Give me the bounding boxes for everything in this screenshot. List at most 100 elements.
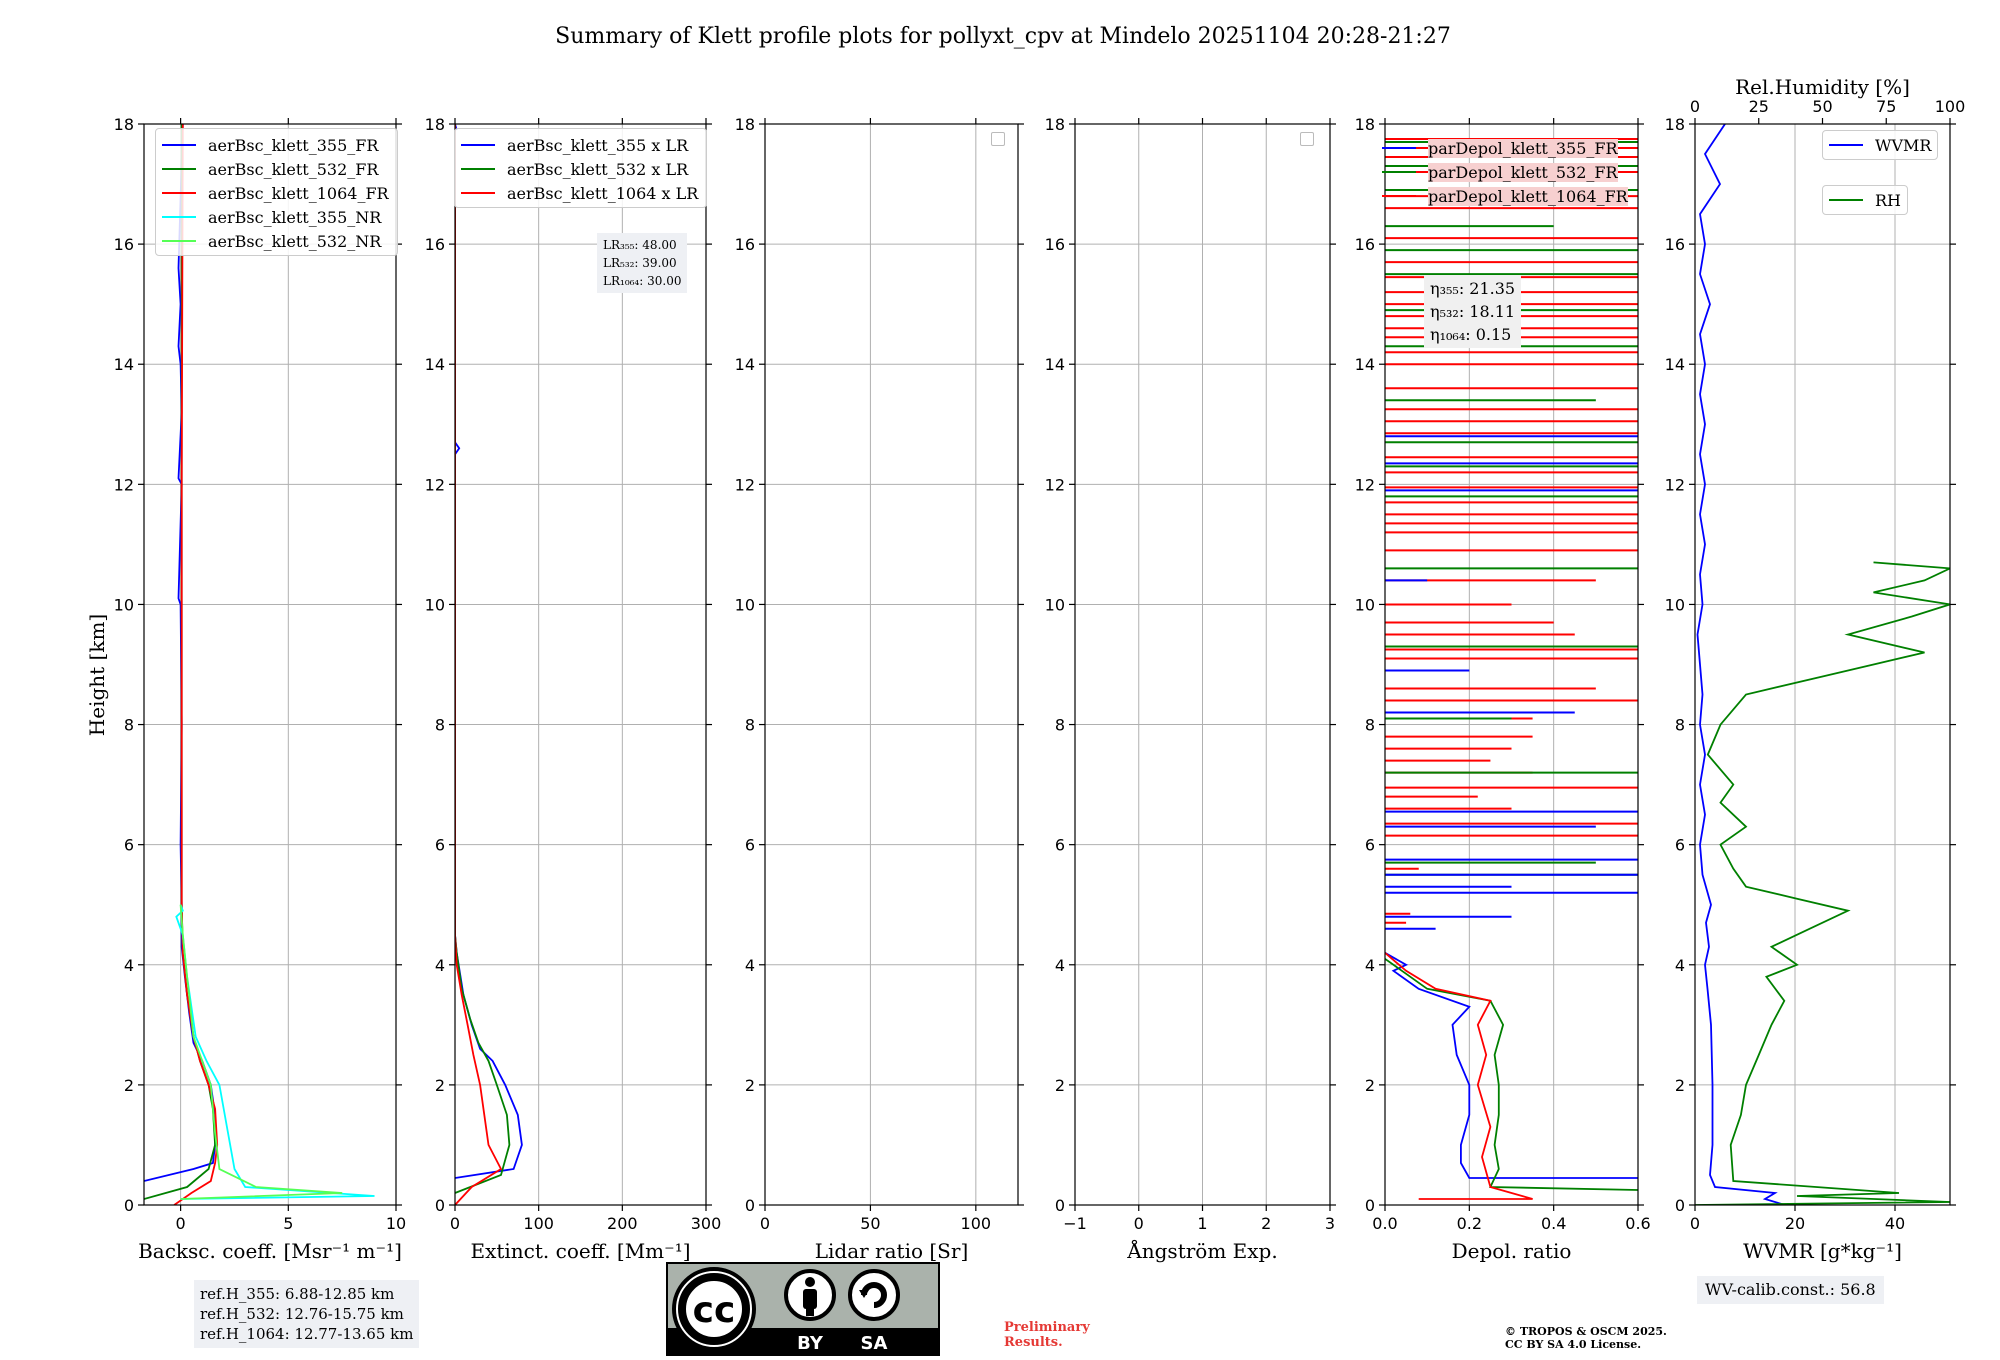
y-tick-label: 10 [1045,595,1065,614]
eta-1064: η₁₀₆₄: 0.15 [1430,325,1512,344]
y-tick-label: 16 [735,235,755,254]
y-tick-label: 6 [1055,836,1065,855]
prelim-line-2: Results. [1004,1335,1063,1350]
y-tick-label: 12 [114,475,134,494]
y-tick-label: 14 [114,355,134,374]
x-tick-label: 100 [523,1214,554,1233]
series-line-parDepol_klett_1064_FR [1385,952,1533,1200]
y-tick-label: 12 [1665,475,1685,494]
y-tick-label: 0 [1055,1196,1065,1215]
x2-axis-label: Rel.Humidity [%] [1735,75,1910,99]
x2-tick-label: 100 [1935,97,1966,116]
y-tick-label: 8 [1365,716,1375,735]
y-tick-label: 8 [1055,716,1065,735]
legend-label: parDepol_klett_532_FR [1428,162,1618,182]
x2-tick-label: 75 [1876,97,1896,116]
x-tick-label: 300 [691,1214,722,1233]
cc-by-label: BY [797,1333,824,1354]
y-tick-label: 8 [124,716,134,735]
series-line-parDepol_klett_355_FR [1385,952,1638,1179]
empty-legend-lidar-ratio [991,132,1005,146]
y-tick-label: 0 [1365,1196,1375,1215]
legend-label: aerBsc_klett_355_NR [208,207,382,227]
x-axis-label: Depol. ratio [1452,1239,1572,1263]
y-tick-label: 4 [1675,956,1685,975]
y-tick-label: 10 [1665,595,1685,614]
prelim-line-1: Preliminary [1004,1320,1090,1335]
axes-frame [1694,123,1951,1206]
legend-extinction: aerBsc_klett_355 x LR aerBsc_klett_532 x… [454,128,708,208]
figure-title: Summary of Klett profile plots for polly… [555,24,1451,49]
legend-rh: RH [1822,185,1908,215]
series-line-aerBsc_klett_355 x LR [455,124,523,1179]
x-tick-label: 200 [607,1214,638,1233]
y-tick-label: 18 [1665,115,1685,134]
empty-legend-angstrom [1300,132,1314,146]
x-axis-label: Extinct. coeff. [Mm⁻¹] [470,1239,690,1263]
legend-wvmr: WVMR [1822,130,1939,160]
cc-license-badge: cc BY SA [666,1262,940,1356]
y-tick-label: 2 [745,1076,755,1095]
y-tick-label: 4 [1365,956,1375,975]
y-tick-label: 12 [735,475,755,494]
x-tick-label: −1 [1063,1214,1087,1233]
y-tick-label: 10 [1355,595,1375,614]
series-line-parDepol_klett_532_FR [1385,958,1638,1191]
axes-frame [454,123,707,1206]
y-tick-label: 2 [124,1076,134,1095]
y-tick-label: 14 [735,355,755,374]
wv-calibration-box: WV-calib.const.: 56.8 [1697,1276,1884,1304]
lidar-ratio-annotation: LR₃₅₅: 48.00 LR₅₃₂: 39.00 LR₁₀₆₄: 30.00 [597,233,688,293]
legend-label: aerBsc_klett_532 x LR [507,159,689,179]
y-tick-label: 10 [735,595,755,614]
y-tick-label: 0 [435,1196,445,1215]
y-tick-label: 6 [1675,836,1685,855]
legend-label: parDepol_klett_355_FR [1428,138,1618,158]
series-line-aerBsc_klett_1064 x LR [455,124,503,1205]
x-tick-label: 40 [1885,1214,1905,1233]
y-tick-label: 4 [435,956,445,975]
series-line-RH [1695,561,1950,1205]
x-tick-label: 0 [1134,1214,1144,1233]
y-tick-label: 16 [114,235,134,254]
legend-backscatter: aerBsc_klett_355_FR aerBsc_klett_532_FR … [155,128,398,256]
x-tick-label: 3 [1325,1214,1335,1233]
panel-bsc: 0 2 4 6 8 10 12 14 16 18 0 5 10 Backsc. coeff. [Msr⁻¹… [114,115,407,1263]
y-tick-label: 0 [124,1196,134,1215]
x-tick-label: 50 [860,1214,880,1233]
legend-label: aerBsc_klett_355 x LR [507,135,689,155]
x-tick-label: 0.4 [1541,1214,1566,1233]
x-tick-label: 0 [760,1214,770,1233]
legend-label: aerBsc_klett_532_FR [208,159,379,179]
x-tick-label: 20 [1785,1214,1805,1233]
x-tick-label: 100 [961,1214,992,1233]
y-tick-label: 6 [1365,836,1375,855]
series-line-aerBsc_klett_355_FR [144,124,217,1182]
y-tick-label: 4 [1055,956,1065,975]
y-tick-label: 16 [425,235,445,254]
x-tick-label: 1 [1197,1214,1207,1233]
x-axis-label: WVMR [g*kg⁻¹] [1743,1239,1902,1263]
panel-lr: 0 2 4 6 8 10 12 14 16 18 0 50 100 Lidar ratio [Sr] [735,115,1024,1263]
x-tick-label: 10 [386,1214,406,1233]
x-axis-label: Ångström Exp. [1126,1238,1277,1263]
legend-depol: parDepol_klett_355_FR parDepol_klett_532… [1376,132,1636,210]
legend-label: aerBsc_klett_1064 x LR [507,183,699,203]
lr-1064: LR₁₀₆₄: 30.00 [603,274,682,288]
x-tick-label: 0.0 [1372,1214,1397,1233]
y-tick-label: 8 [435,716,445,735]
y-tick-label: 2 [1675,1076,1685,1095]
y-axis-label: Height [km] [85,614,109,736]
series-line-aerBsc_klett_532 x LR [455,124,511,1194]
legend-label: aerBsc_klett_532_NR [208,231,382,251]
legend-label: RH [1875,190,1901,210]
y-tick-label: 14 [1665,355,1685,374]
legend-label: parDepol_klett_1064_FR [1428,186,1628,206]
y-tick-label: 16 [1045,235,1065,254]
y-tick-label: 12 [1355,475,1375,494]
lr-532: LR₅₃₂: 39.00 [603,256,677,270]
y-tick-label: 10 [114,595,134,614]
y-tick-label: 18 [1045,115,1065,134]
y-tick-label: 8 [1675,716,1685,735]
